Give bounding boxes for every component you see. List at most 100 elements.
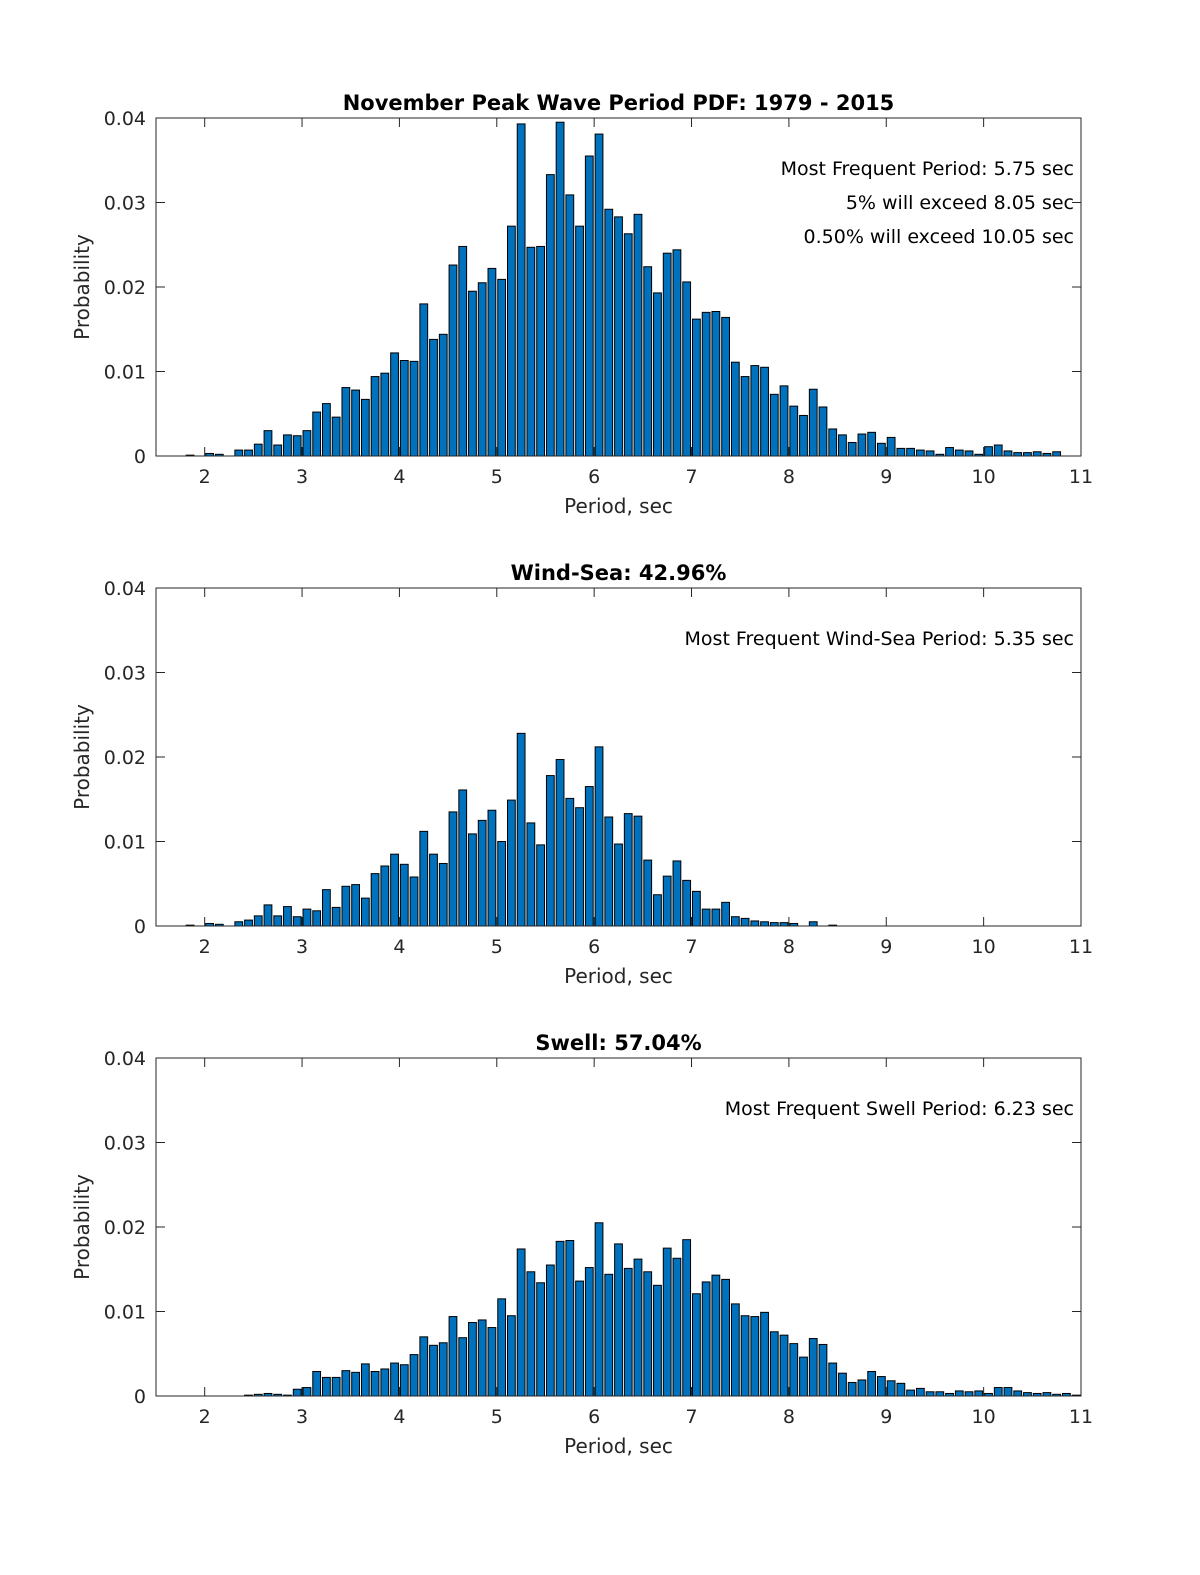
plot-3-y-tick-label: 0 bbox=[134, 1386, 146, 1408]
plot-1-bar bbox=[1032, 451, 1042, 457]
plot-1-bar bbox=[292, 435, 302, 457]
plot-1-bar bbox=[409, 360, 419, 457]
plot-1-bar bbox=[760, 366, 769, 457]
plot-3-y-tick-label: 0.01 bbox=[104, 1302, 146, 1324]
plot-3-bar bbox=[565, 1240, 575, 1397]
plot-3-y-tick-label: 0.03 bbox=[104, 1133, 146, 1155]
plot-1-bar bbox=[633, 213, 643, 457]
plot-3-x-tick-label: 3 bbox=[296, 1406, 308, 1428]
plot-2-bar bbox=[497, 841, 507, 927]
plot-2-bar bbox=[730, 916, 740, 927]
plot-3-bar bbox=[360, 1363, 370, 1397]
plot-1-x-tick-label: 8 bbox=[783, 466, 795, 488]
plot-2-bar bbox=[516, 732, 526, 927]
plot-2-bar bbox=[760, 921, 769, 927]
plot-2-bar bbox=[614, 843, 623, 927]
plot-1-annotation: 0.50% will exceed 10.05 sec bbox=[804, 226, 1074, 248]
plot-1-bar bbox=[906, 447, 916, 457]
plot-1-bar bbox=[789, 405, 799, 457]
plot-3-bar bbox=[701, 1281, 711, 1397]
plot-3-bar bbox=[516, 1248, 526, 1397]
plot-1-bar bbox=[497, 278, 507, 457]
plot-3-bar bbox=[682, 1239, 692, 1397]
plot-2-y-tick-label: 0 bbox=[134, 916, 146, 938]
plot-1-bar bbox=[1003, 450, 1013, 457]
plot-2-bar bbox=[526, 822, 536, 927]
plot-1-bar bbox=[458, 245, 468, 457]
plot-3-bar bbox=[575, 1280, 584, 1397]
plot-2-bar bbox=[409, 876, 419, 927]
plot-3-bar bbox=[468, 1321, 477, 1397]
plot-2-bar bbox=[672, 860, 682, 927]
plot-1-x-tick-label: 11 bbox=[1069, 466, 1093, 488]
plot-1-bar bbox=[234, 449, 244, 457]
plot-3-bar bbox=[507, 1315, 516, 1397]
plot-1-x-tick-label: 4 bbox=[393, 466, 405, 488]
plot-2-bar bbox=[779, 922, 789, 927]
plot-2-bar bbox=[594, 746, 604, 927]
plot-2-bar bbox=[312, 910, 322, 927]
plot-1-bar bbox=[808, 388, 818, 457]
plot-2-bar bbox=[273, 915, 283, 927]
plot-1-bar bbox=[390, 352, 399, 457]
plot-2-bar bbox=[468, 833, 477, 927]
plot-2-y-tick-label: 0.03 bbox=[104, 663, 146, 685]
plot-3-bar bbox=[458, 1337, 468, 1397]
plot-1-bar bbox=[838, 434, 847, 457]
plot-3-bar bbox=[312, 1370, 322, 1397]
plot-3-bar bbox=[399, 1364, 409, 1397]
plot-3-bar bbox=[750, 1316, 760, 1397]
plot-3-bar bbox=[526, 1271, 536, 1397]
plot-2-x-tick-label: 3 bbox=[296, 936, 308, 958]
plot-1-bar bbox=[682, 281, 692, 457]
plot-1-bar bbox=[877, 442, 886, 457]
plot-1-bar bbox=[429, 338, 438, 457]
plot-3-bar bbox=[302, 1387, 312, 1397]
plot-3-y-tick-label: 0.02 bbox=[104, 1217, 146, 1239]
plot-1-y-tick-label: 0.01 bbox=[104, 362, 146, 384]
plot-1-bar bbox=[886, 436, 896, 457]
plot-2-title: Wind-Sea: 42.96% bbox=[511, 561, 727, 585]
plot-1-bar bbox=[283, 434, 292, 457]
plot-2-bar bbox=[623, 813, 633, 927]
plot-1-bar bbox=[244, 449, 253, 457]
plot-1-bar bbox=[662, 252, 672, 457]
plot-3-bar bbox=[653, 1284, 662, 1397]
plot-3-bar bbox=[906, 1389, 916, 1397]
plot-1-y-tick-label: 0 bbox=[134, 446, 146, 468]
plot-3-x-tick-label: 5 bbox=[491, 1406, 503, 1428]
plot-3-bar bbox=[351, 1371, 360, 1397]
plot-2-bar bbox=[711, 908, 721, 927]
plot-3-bar bbox=[799, 1356, 808, 1397]
plot-2-bar bbox=[545, 775, 555, 927]
plot-3-bar bbox=[964, 1391, 974, 1397]
plot-1-bar bbox=[818, 406, 828, 457]
plot-1-bar bbox=[448, 264, 458, 457]
plot-2-bar bbox=[244, 919, 253, 927]
plot-1-bar bbox=[896, 447, 906, 457]
plot-2-x-tick-label: 10 bbox=[972, 936, 996, 958]
plot-3-bar bbox=[594, 1222, 604, 1397]
plot-3-bar bbox=[438, 1342, 448, 1397]
plot-1-bar bbox=[526, 246, 536, 457]
plot-1-x-tick-label: 10 bbox=[972, 466, 996, 488]
plot-1-bar bbox=[399, 360, 409, 457]
plot-3-x-tick-label: 4 bbox=[393, 1406, 405, 1428]
plot-1-bar bbox=[623, 233, 633, 457]
plot-2-bar bbox=[692, 890, 701, 927]
plot-1-bar bbox=[614, 216, 623, 457]
plot-3-bar bbox=[487, 1327, 497, 1397]
plot-1-annotation: Most Frequent Period: 5.75 sec bbox=[781, 158, 1074, 180]
plot-1-bar bbox=[954, 449, 964, 457]
plot-3-bar bbox=[692, 1293, 701, 1397]
plot-1-bar bbox=[750, 365, 760, 457]
plot-2-bar bbox=[351, 884, 360, 927]
plot-1-bar bbox=[575, 225, 584, 457]
plot-2-y-tick-label: 0.01 bbox=[104, 832, 146, 854]
plot-1-x-tick-label: 9 bbox=[880, 466, 892, 488]
plot-3-bar bbox=[915, 1387, 925, 1397]
plot-1-bar bbox=[692, 318, 701, 457]
plot-1-y-axis-label: Probability bbox=[70, 234, 94, 340]
plot-3-bar bbox=[429, 1344, 438, 1397]
